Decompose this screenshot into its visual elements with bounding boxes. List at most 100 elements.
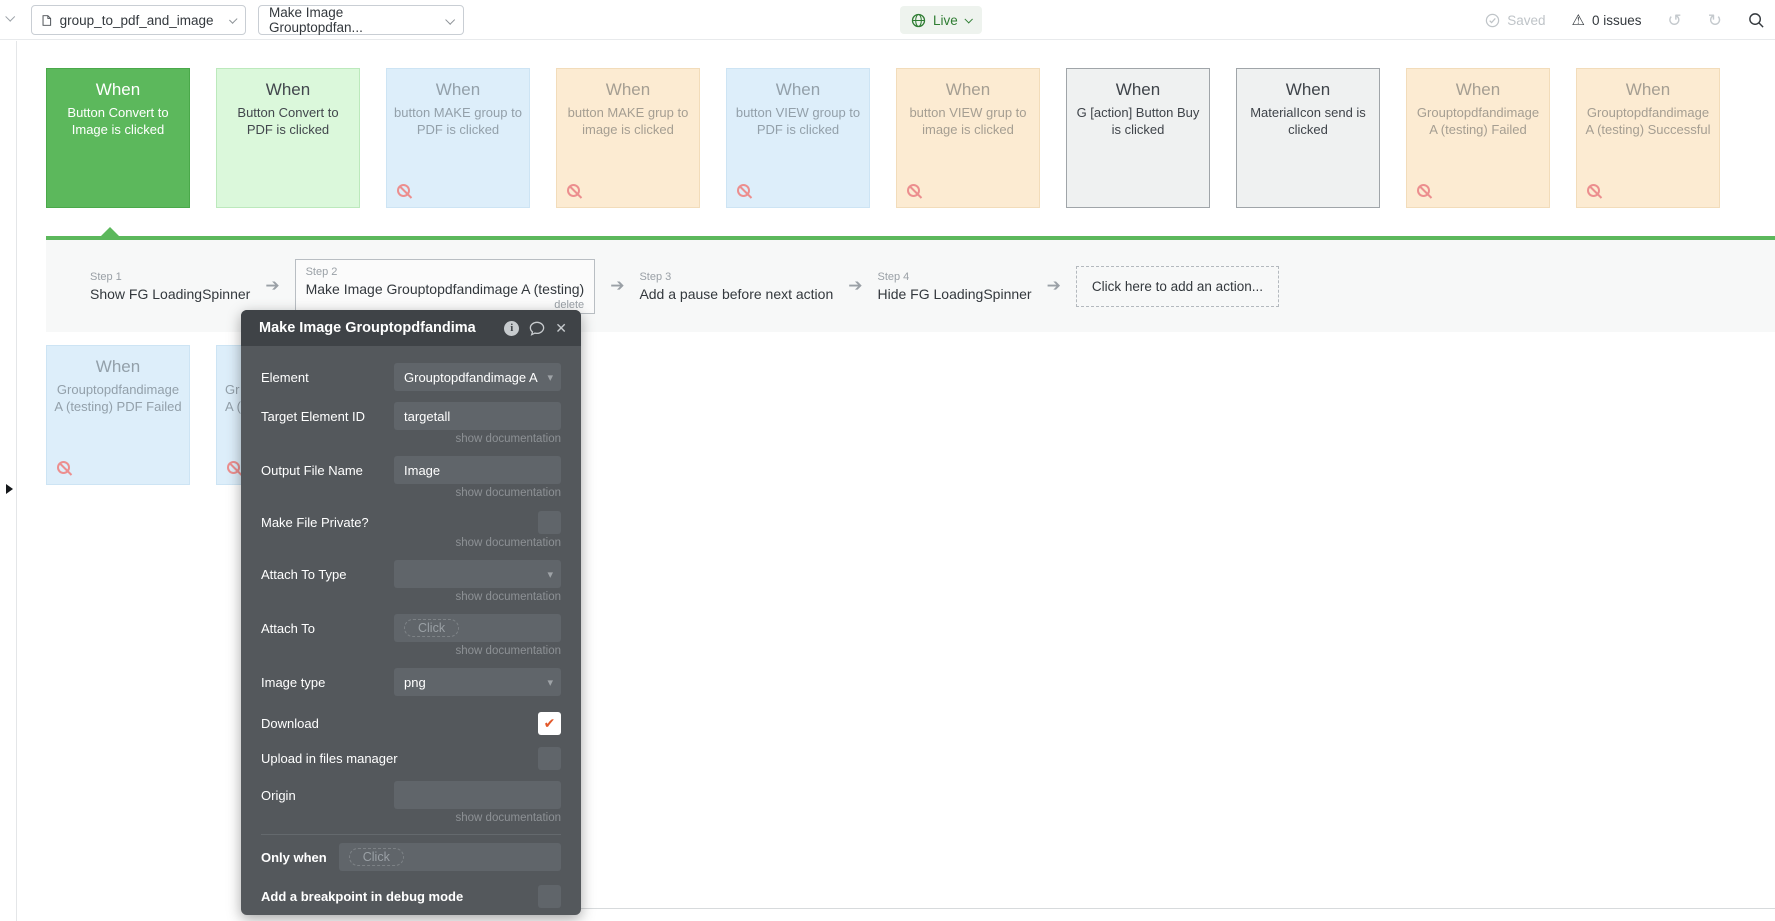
comment-icon[interactable] — [529, 321, 545, 336]
show-documentation-link[interactable]: show documentation — [455, 812, 561, 824]
event-card-title: When — [945, 80, 991, 99]
step-number: Step 2 — [305, 265, 338, 278]
event-card[interactable]: When button MAKE group to PDF is clicked — [386, 68, 530, 208]
page-icon — [42, 14, 52, 26]
event-card[interactable]: When MaterialIcon send is clicked — [1236, 68, 1380, 208]
show-documentation-link[interactable]: show documentation — [455, 591, 561, 603]
only-when-placeholder: Click — [348, 848, 404, 866]
element-dropdown-value: Grouptopdfandimage A — [404, 369, 538, 385]
modal-body: Element Grouptopdfandimage A ▾ Target El… — [241, 346, 581, 918]
event-card-subtitle: Grouptopdfandimage A (testing) PDF Faile… — [54, 382, 182, 414]
breakpoint-checkbox[interactable] — [538, 884, 561, 908]
field-label-attach-to: Attach To — [261, 620, 315, 636]
event-card-subtitle: Button Convert to Image is clicked — [67, 105, 169, 137]
checkmark-icon: ✔ — [543, 714, 556, 731]
blocked-icon — [397, 184, 410, 197]
event-card-title: When — [95, 357, 141, 376]
field-label-image-type: Image type — [261, 674, 326, 690]
show-documentation-link[interactable]: show documentation — [455, 645, 561, 657]
workflow-step-2-selected[interactable]: Step 2 Make Image Grouptopdfandimage A (… — [294, 258, 596, 314]
issues-indicator[interactable]: ⚠ 0 issues — [1572, 11, 1642, 29]
event-card-subtitle: Button Convert to PDF is clicked — [237, 105, 339, 137]
field-label-only-when: Only when — [261, 849, 327, 865]
info-icon[interactable]: i — [504, 320, 520, 336]
event-card-title: When — [1285, 80, 1331, 99]
event-card-title: When — [265, 80, 311, 99]
target-element-id-value: targetall — [404, 408, 451, 424]
event-card[interactable]: When Grouptopdfandimage A (testing) Succ… — [1576, 68, 1720, 208]
event-card-subtitle: Gr — [225, 382, 240, 397]
make-file-private-checkbox[interactable] — [538, 510, 561, 534]
workflow-selector-dropdown[interactable]: Make Image Grouptopdfan... — [258, 5, 464, 35]
event-card-row: When Button Convert to Image is clicked … — [46, 68, 1720, 208]
modal-divider — [261, 834, 561, 835]
step-title: Hide FG LoadingSpinner — [877, 285, 1032, 302]
saved-label: Saved — [1507, 12, 1546, 28]
workflow-step-3[interactable]: Step 3 Add a pause before next action — [639, 271, 833, 302]
blocked-icon — [907, 184, 920, 197]
globe-icon — [911, 13, 926, 27]
blocked-icon — [227, 461, 240, 474]
arrow-right-icon: ➔ — [265, 276, 280, 295]
event-card-title: When — [435, 80, 481, 99]
blocked-icon — [57, 461, 70, 474]
environment-switcher[interactable]: Live — [900, 6, 982, 34]
expand-panel-arrow-icon[interactable] — [6, 484, 13, 494]
arrow-right-icon: ➔ — [848, 276, 863, 295]
collapse-chevron-icon[interactable] — [5, 11, 16, 22]
field-label-make-file-private: Make File Private? — [261, 514, 369, 530]
image-type-value: png — [404, 674, 426, 690]
modal-header[interactable]: Make Image Grouptopdfandima i ✕ — [241, 310, 581, 346]
output-file-name-value: Image — [404, 462, 441, 478]
event-card-subtitle: Grouptopdfandimage A (testing) Successfu… — [1585, 105, 1711, 137]
event-card[interactable]: When Grouptopdfandimage A (testing) Fail… — [1406, 68, 1550, 208]
workflow-selector-value: Make Image Grouptopdfan... — [269, 5, 363, 35]
show-documentation-link[interactable]: show documentation — [455, 487, 561, 499]
target-element-id-input[interactable]: targetall — [394, 402, 561, 430]
event-card[interactable]: When G [action] Button Buy is clicked — [1066, 68, 1210, 208]
event-card[interactable]: When button MAKE grup to image is clicke… — [556, 68, 700, 208]
search-icon[interactable] — [1748, 12, 1765, 29]
page-selector-dropdown[interactable]: group_to_pdf_and_image — [31, 5, 246, 35]
blocked-icon — [1587, 184, 1600, 197]
only-when-input[interactable]: Click — [338, 843, 561, 871]
close-icon[interactable]: ✕ — [555, 319, 567, 336]
event-card[interactable]: When Button Convert to PDF is clicked — [216, 68, 360, 208]
arrow-right-icon: ➔ — [610, 276, 625, 295]
add-action-button[interactable]: Click here to add an action... — [1075, 265, 1279, 307]
field-label-target-element-id: Target Element ID — [261, 408, 366, 424]
workflow-step-1[interactable]: Step 1 Show FG LoadingSpinner — [90, 271, 250, 302]
event-card-subtitle: button VIEW group to PDF is clicked — [735, 105, 861, 137]
attach-to-type-dropdown[interactable]: ▾ — [394, 560, 561, 588]
event-card[interactable]: When button VIEW group to PDF is clicked — [726, 68, 870, 208]
chevron-down-icon — [964, 15, 973, 24]
field-label-output-file-name: Output File Name — [261, 462, 363, 478]
redo-icon[interactable]: ↻ — [1707, 10, 1722, 30]
undo-icon[interactable]: ↺ — [1667, 10, 1682, 30]
event-card-selected[interactable]: When Button Convert to Image is clicked — [46, 68, 190, 208]
image-type-dropdown[interactable]: png ▾ — [394, 668, 561, 696]
step-title: Make Image Grouptopdfandimage A (testing… — [305, 280, 585, 297]
event-card-title: When — [95, 80, 141, 99]
event-card-subtitle: G [action] Button Buy is clicked — [1076, 105, 1200, 137]
event-card[interactable]: When Grouptopdfandimage A (testing) PDF … — [46, 345, 190, 485]
origin-input[interactable] — [394, 781, 561, 809]
show-documentation-link[interactable]: show documentation — [455, 537, 561, 549]
delete-step-link[interactable]: delete — [554, 298, 585, 311]
step-number: Step 4 — [877, 270, 910, 283]
download-checkbox[interactable]: ✔ — [538, 711, 561, 735]
element-dropdown[interactable]: Grouptopdfandimage A ▾ — [394, 363, 561, 391]
event-card-subtitle: MaterialIcon send is clicked — [1250, 105, 1366, 137]
check-circle-icon — [1486, 13, 1500, 27]
field-label-upload-in-files-manager: Upload in files manager — [261, 750, 398, 766]
issues-label: 0 issues — [1591, 12, 1642, 28]
upload-in-files-manager-checkbox[interactable] — [538, 746, 561, 770]
attach-to-input[interactable]: Click — [394, 614, 561, 642]
output-file-name-input[interactable]: Image — [394, 456, 561, 484]
show-documentation-link[interactable]: show documentation — [455, 433, 561, 445]
event-card[interactable]: When button VIEW grup to image is clicke… — [896, 68, 1040, 208]
event-card-subtitle: button MAKE grup to image is clicked — [567, 105, 689, 137]
modal-title: Make Image Grouptopdfandima — [259, 320, 476, 336]
step-number: Step 1 — [90, 270, 122, 283]
workflow-step-4[interactable]: Step 4 Hide FG LoadingSpinner — [878, 271, 1032, 302]
